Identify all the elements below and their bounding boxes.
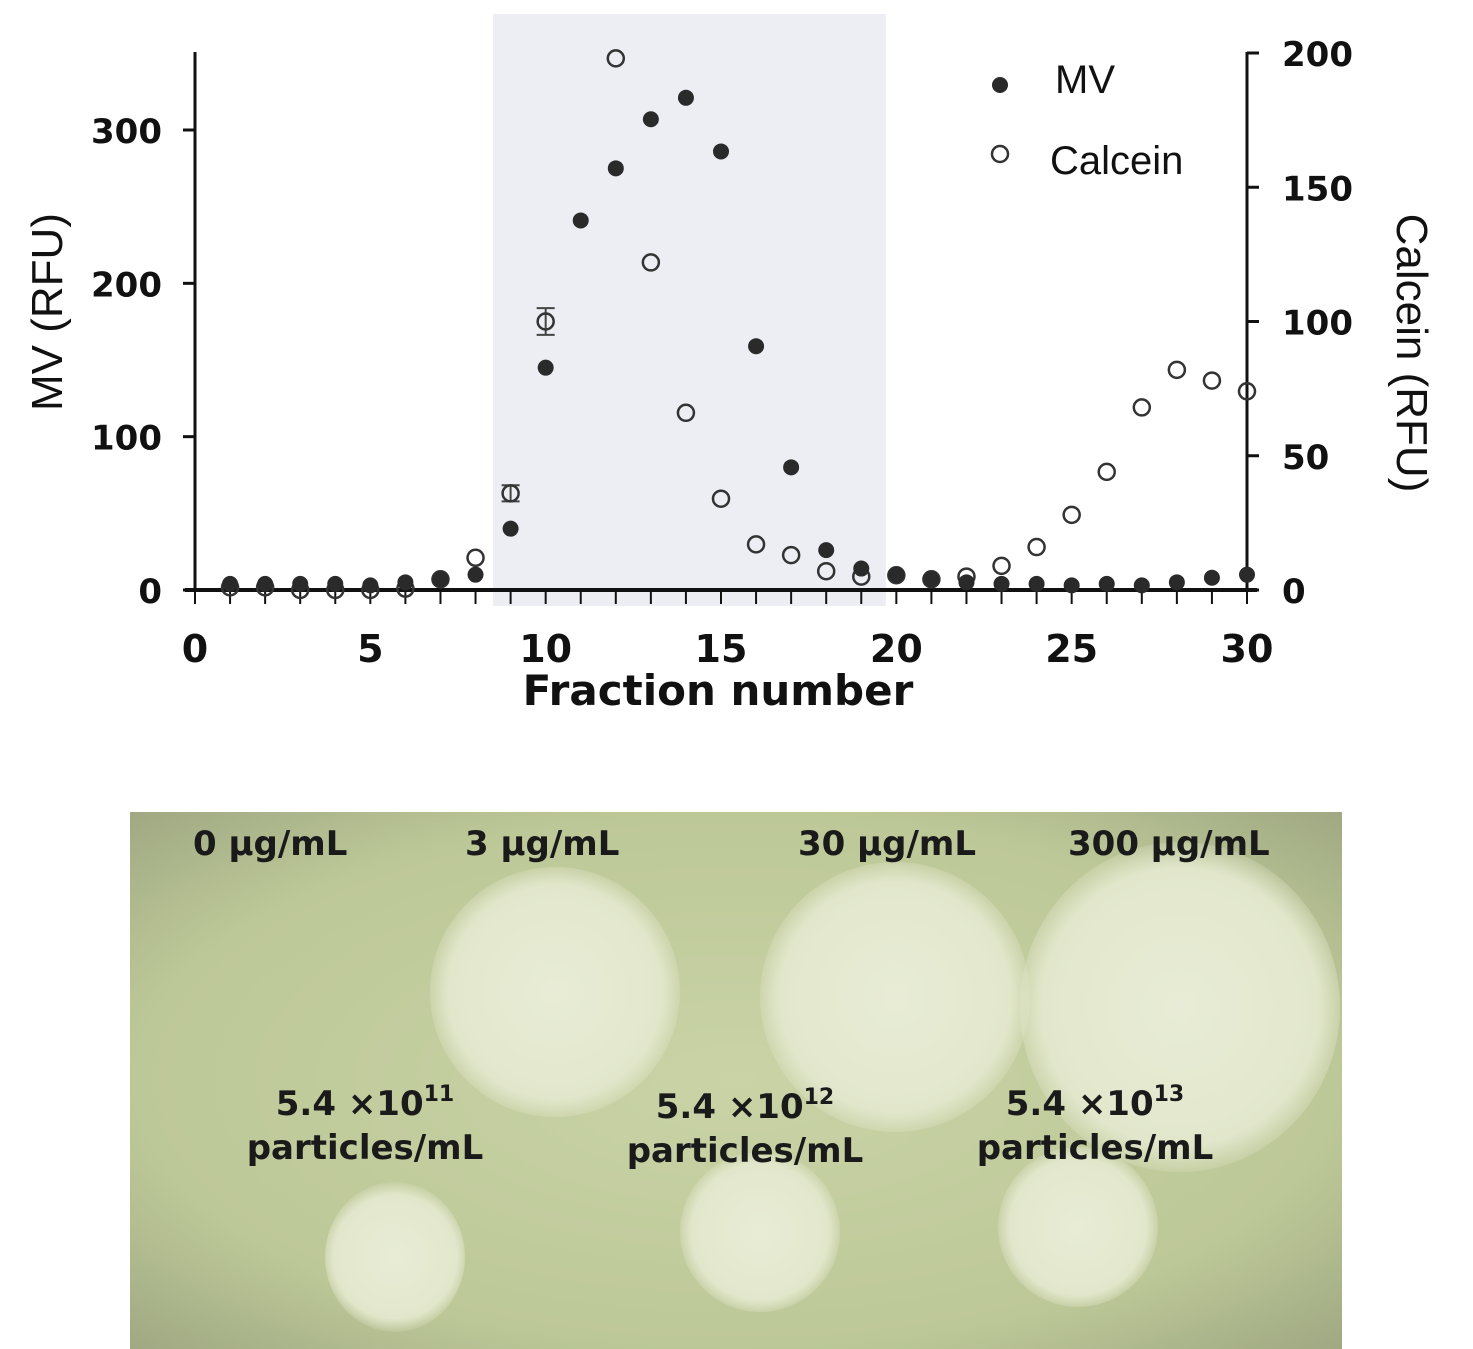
x-tick-label: 15 bbox=[695, 627, 748, 671]
legend-calcein-marker bbox=[990, 144, 1010, 164]
label-base: 5.4 ×10 bbox=[1005, 1084, 1154, 1124]
mv-point bbox=[397, 574, 414, 591]
mv-point bbox=[923, 571, 940, 588]
y-tick-label: 0 bbox=[138, 572, 162, 612]
label-5e11: 5.4 ×1011 particles/mL bbox=[235, 1082, 495, 1170]
calcein-point bbox=[676, 403, 696, 423]
clear-zone-5e11 bbox=[325, 1182, 465, 1332]
legend-mv-marker bbox=[992, 77, 1008, 93]
mv-point bbox=[888, 566, 905, 583]
label-base: 5.4 ×10 bbox=[275, 1084, 424, 1124]
calcein-point bbox=[466, 548, 485, 568]
mv-point bbox=[607, 160, 624, 177]
mv-point bbox=[748, 338, 765, 355]
x-tick-label: 30 bbox=[1221, 627, 1274, 671]
mv-point bbox=[292, 575, 309, 592]
mv-point bbox=[713, 143, 729, 160]
label-300ug: 300 μg/mL bbox=[1068, 824, 1270, 864]
calcein-point bbox=[641, 253, 661, 272]
mv-point bbox=[327, 575, 344, 592]
y-tick-label: 100 bbox=[91, 419, 162, 459]
label-base: 5.4 ×10 bbox=[655, 1087, 804, 1127]
calcein-point bbox=[1097, 462, 1116, 482]
x-tick-label: 0 bbox=[182, 627, 208, 671]
x-tick-label: 10 bbox=[519, 627, 572, 671]
calcein-point bbox=[816, 561, 836, 581]
mv-point bbox=[1028, 575, 1045, 592]
mv-point bbox=[783, 459, 800, 476]
calcein-point bbox=[1202, 371, 1222, 390]
x-tick-label: 20 bbox=[870, 627, 923, 671]
mv-point bbox=[362, 577, 379, 594]
y2-tick-label: 150 bbox=[1282, 169, 1353, 209]
label-30ug: 30 μg/mL bbox=[798, 824, 977, 864]
mv-point bbox=[1133, 577, 1150, 594]
mv-point bbox=[572, 212, 589, 229]
y2-tick-label: 200 bbox=[1282, 35, 1353, 75]
label-0ug: 0 μg/mL bbox=[193, 824, 348, 864]
mv-point bbox=[1098, 575, 1115, 592]
agar-plate-photo: 0 μg/mL 3 μg/mL 30 μg/mL 300 μg/mL 5.4 ×… bbox=[130, 812, 1342, 1349]
calcein-point bbox=[781, 545, 801, 565]
mv-point bbox=[502, 520, 519, 537]
label-exp: 13 bbox=[1153, 1082, 1185, 1107]
y-tick-label: 200 bbox=[91, 265, 162, 305]
x-tick-label: 5 bbox=[357, 627, 383, 671]
mv-point bbox=[1239, 566, 1255, 583]
mv-point bbox=[537, 359, 554, 376]
label-unit: particles/mL bbox=[976, 1128, 1214, 1168]
label-3ug: 3 μg/mL bbox=[465, 824, 620, 864]
fraction-chart: 0 5 10 15 20 25 300100200300050100150200Fracti… bbox=[23, 14, 1436, 715]
label-5e13: 5.4 ×1013 particles/mL bbox=[965, 1082, 1225, 1170]
calcein-point bbox=[1237, 382, 1257, 401]
mv-point bbox=[958, 574, 975, 591]
calcein-point bbox=[992, 556, 1011, 576]
calcein-point bbox=[746, 535, 766, 554]
label-exp: 12 bbox=[803, 1085, 835, 1110]
mv-point bbox=[1063, 577, 1080, 594]
mv-point bbox=[257, 575, 274, 592]
mv-point bbox=[642, 111, 659, 128]
mv-point bbox=[467, 566, 484, 583]
y2-tick-label: 50 bbox=[1282, 438, 1329, 478]
mv-point bbox=[853, 560, 870, 577]
mv-point bbox=[818, 542, 835, 559]
y-tick-label: 300 bbox=[91, 112, 162, 152]
x-axis-title: Fraction number bbox=[523, 666, 914, 715]
calcein-point bbox=[1062, 505, 1081, 525]
mv-point bbox=[677, 89, 694, 106]
clear-zone-3ug bbox=[430, 867, 680, 1117]
legend-mv-label: MV bbox=[1055, 58, 1115, 102]
label-5e12: 5.4 ×1012 particles/mL bbox=[615, 1085, 875, 1173]
y2-tick-label: 100 bbox=[1282, 304, 1353, 344]
mv-point bbox=[432, 571, 449, 588]
y2-axis-title: Calcein (RFU) bbox=[1387, 214, 1436, 493]
label-unit: particles/mL bbox=[246, 1128, 484, 1168]
mv-point bbox=[1168, 574, 1185, 591]
clear-zone-300ug bbox=[1020, 842, 1340, 1172]
clear-zone-30ug bbox=[760, 862, 1030, 1132]
y-axis-title: MV (RFU) bbox=[23, 213, 72, 411]
calcein-point bbox=[1132, 398, 1152, 417]
clear-zone-5e13 bbox=[998, 1147, 1158, 1307]
label-unit: particles/mL bbox=[626, 1131, 864, 1171]
calcein-point bbox=[1167, 360, 1187, 380]
mv-point bbox=[1203, 569, 1220, 586]
calcein-point bbox=[1027, 537, 1046, 557]
mv-point bbox=[993, 575, 1010, 592]
x-tick-label: 25 bbox=[1045, 627, 1098, 671]
label-exp: 11 bbox=[423, 1082, 455, 1107]
legend-calcein-label: Calcein bbox=[1050, 139, 1183, 183]
highlight-region bbox=[493, 14, 886, 606]
y2-tick-label: 0 bbox=[1282, 572, 1306, 612]
calcein-point bbox=[606, 49, 626, 68]
mv-point bbox=[222, 575, 239, 592]
calcein-point bbox=[501, 484, 520, 503]
calcein-point bbox=[711, 489, 731, 508]
calcein-point bbox=[536, 312, 555, 331]
clear-zone-5e12 bbox=[680, 1152, 840, 1312]
